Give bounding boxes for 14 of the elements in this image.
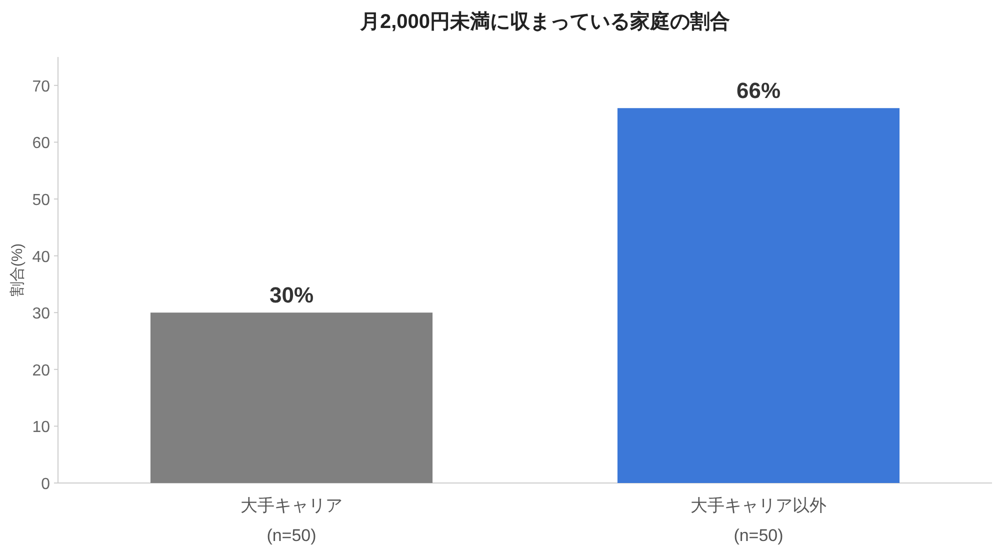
data-label: 30% xyxy=(269,282,314,308)
chart-title: 月2,000円未満に収まっている家庭の割合 xyxy=(358,10,730,33)
y-tick-label: 40 xyxy=(32,248,50,266)
x-tick-label: 大手キャリア (n=50) xyxy=(240,496,342,545)
y-tick-label: 60 xyxy=(32,135,50,152)
y-tick-label: 30 xyxy=(32,306,50,323)
data-label: 66% xyxy=(736,78,781,104)
x-tick-label: 大手キャリア以外 (n=50) xyxy=(690,496,826,545)
y-axis-title: 割合(%) xyxy=(9,243,26,297)
y-tick-label: 50 xyxy=(32,192,50,209)
y-tick-label: 0 xyxy=(41,476,50,493)
y-tick-label: 70 xyxy=(32,78,50,96)
y-tick-label: 20 xyxy=(32,362,50,380)
y-tick-label: 10 xyxy=(32,419,50,436)
